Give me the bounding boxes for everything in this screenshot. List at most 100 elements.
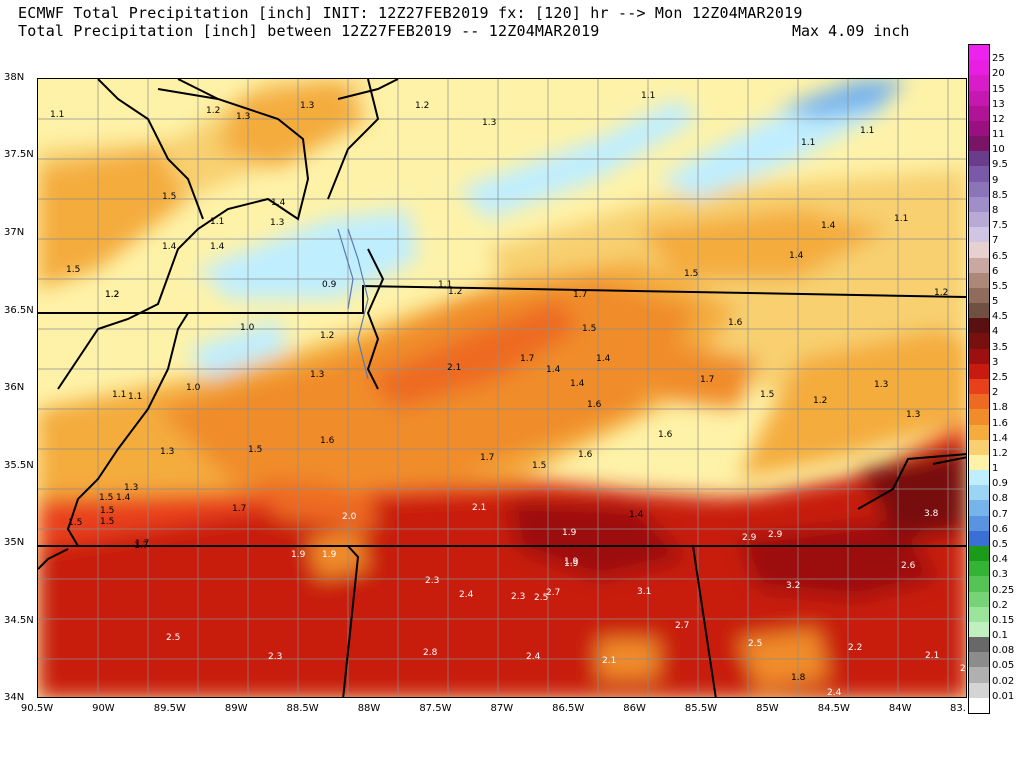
colorbar-level-label: 0.01 (992, 690, 1015, 702)
precip-value-label: 2.4 (526, 652, 541, 662)
precip-value-label: 1.7 (134, 541, 148, 551)
colorbar-level-label: 1.2 (992, 447, 1008, 459)
colorbar-level-label: 0.4 (992, 554, 1008, 566)
precip-value-label: 1.2 (105, 290, 119, 300)
precip-value-label: 1.2 (415, 101, 429, 111)
precip-value-label: 1.9 (562, 528, 577, 538)
precip-value-label: 1.9 (322, 550, 337, 560)
precip-value-label: 1.2 (934, 288, 948, 298)
colorbar-level-label: 0.15 (992, 614, 1015, 626)
precip-value-label: 1.4 (271, 198, 286, 208)
precip-value-label: 2.8 (423, 648, 438, 658)
precip-value-label: 1.7 (573, 290, 587, 300)
precip-value-label: 1.4 (789, 251, 804, 261)
precip-value-label: 1.1 (128, 392, 142, 402)
colorbar-level-label: 7.5 (992, 220, 1008, 232)
precip-value-label: 1.3 (874, 380, 888, 390)
colorbar-swatch (969, 227, 989, 243)
latitude-label: 34.5N (4, 615, 34, 626)
precip-value-label: 1.4 (570, 379, 585, 389)
precip-value-label: 1.4 (116, 493, 131, 503)
colorbar-swatch (969, 697, 989, 714)
latitude-label: 34N (4, 692, 25, 703)
colorbar-swatch (969, 242, 989, 259)
longitude-label: 86W (623, 703, 646, 714)
precip-value-label: 1.7 (700, 375, 714, 385)
precip-value-label: 1.3 (482, 118, 496, 128)
colorbar-level-label: 4.5 (992, 311, 1008, 323)
colorbar-swatch (969, 454, 989, 471)
precip-value-label: 1.5 (684, 269, 698, 279)
colorbar-level-label: 0.2 (992, 599, 1008, 611)
precip-value-label: 2.3 (268, 652, 282, 662)
colorbar-level-label: 0.6 (992, 523, 1008, 535)
colorbar-level-label: 13 (992, 98, 1005, 110)
longitude-label: 87W (490, 703, 514, 714)
precip-value-label: 1.6 (658, 430, 673, 440)
precip-value-label: 2.5 (534, 593, 548, 603)
precip-value-label: 1.6 (320, 436, 335, 446)
max-precip-label: Max 4.09 inch (792, 22, 910, 40)
latitude-label: 38N (4, 72, 25, 83)
precip-value-label: 1.2 (105, 290, 119, 300)
colorbar-level-label: 0.9 (992, 478, 1008, 490)
latitude-label: 37N (4, 227, 25, 238)
latitude-label: 35N (4, 537, 25, 548)
colorbar-swatch (969, 181, 989, 198)
colorbar-swatch (969, 470, 989, 486)
colorbar-swatch (969, 257, 989, 274)
colorbar-swatch (969, 500, 989, 517)
longitude-label: 89W (224, 703, 248, 714)
colorbar-swatch (969, 439, 989, 456)
precip-value-label: 2.1 (472, 503, 486, 513)
colorbar-swatch (969, 409, 989, 426)
colorbar-level-label: 0.05 (992, 660, 1015, 672)
precip-value-label: 1.7 (480, 453, 494, 463)
colorbar-level-label: 12 (992, 113, 1005, 125)
longitude-label: 85.5W (684, 703, 718, 714)
precip-value-label: 1.5 (99, 493, 113, 503)
colorbar-swatch (969, 606, 989, 623)
colorbar-level-label: 5 (992, 296, 999, 308)
colorbar-swatch (969, 591, 989, 608)
colorbar-swatch (969, 530, 989, 547)
precip-value-label: 2.7 (546, 588, 560, 598)
colorbar-swatch (969, 166, 989, 183)
colorbar-swatch (969, 424, 989, 441)
precip-value-label: 1.5 (582, 324, 596, 334)
colorbar-swatch (969, 196, 989, 213)
longitude-label: 85W (756, 703, 779, 714)
longitude-label: 86.5W (552, 703, 585, 714)
precip-value-label: 2.4 (459, 590, 474, 600)
county-boundaries (38, 79, 966, 697)
precip-value-label: 1.3 (124, 483, 138, 493)
precip-value-label: 2.4 (827, 688, 842, 698)
precip-value-label: 2.3 (425, 576, 439, 586)
colorbar-level-label: 9 (992, 174, 999, 186)
precip-value-label: 1.3 (906, 410, 920, 420)
latitude-label: 35.5N (4, 460, 34, 471)
colorbar-swatch (969, 136, 989, 152)
precip-value-label: 1.9 (564, 557, 579, 567)
colorbar-level-label: 0.02 (992, 675, 1015, 687)
precip-value-label: 1.7 (232, 504, 246, 514)
colorbar-level-label: 2 (992, 387, 999, 399)
longitude-label: 84.5W (817, 703, 850, 714)
precip-value-label: 1.1 (860, 126, 874, 136)
precip-value-label: 2.7 (675, 621, 689, 631)
colorbar-swatch (969, 667, 989, 684)
colorbar-swatch (969, 576, 989, 593)
precip-value-label: 1.1 (112, 390, 126, 400)
precip-value-label: 2.1 (447, 363, 461, 373)
precip-value-label: 1.4 (210, 242, 225, 252)
precip-value-label: 1.0 (186, 383, 201, 393)
precip-value-label: 1.5 (100, 506, 114, 516)
precip-value-label: 2.9 (742, 533, 757, 543)
colorbar-level-label: 3 (992, 356, 999, 368)
colorbar-level-label: 7 (992, 235, 999, 247)
colorbar-swatch (969, 637, 989, 653)
precip-value-label: 2.1 (602, 656, 616, 666)
precip-value-label: 1.4 (629, 510, 644, 520)
colorbar-swatch (969, 485, 989, 501)
longitude-label: 90W (92, 703, 115, 714)
